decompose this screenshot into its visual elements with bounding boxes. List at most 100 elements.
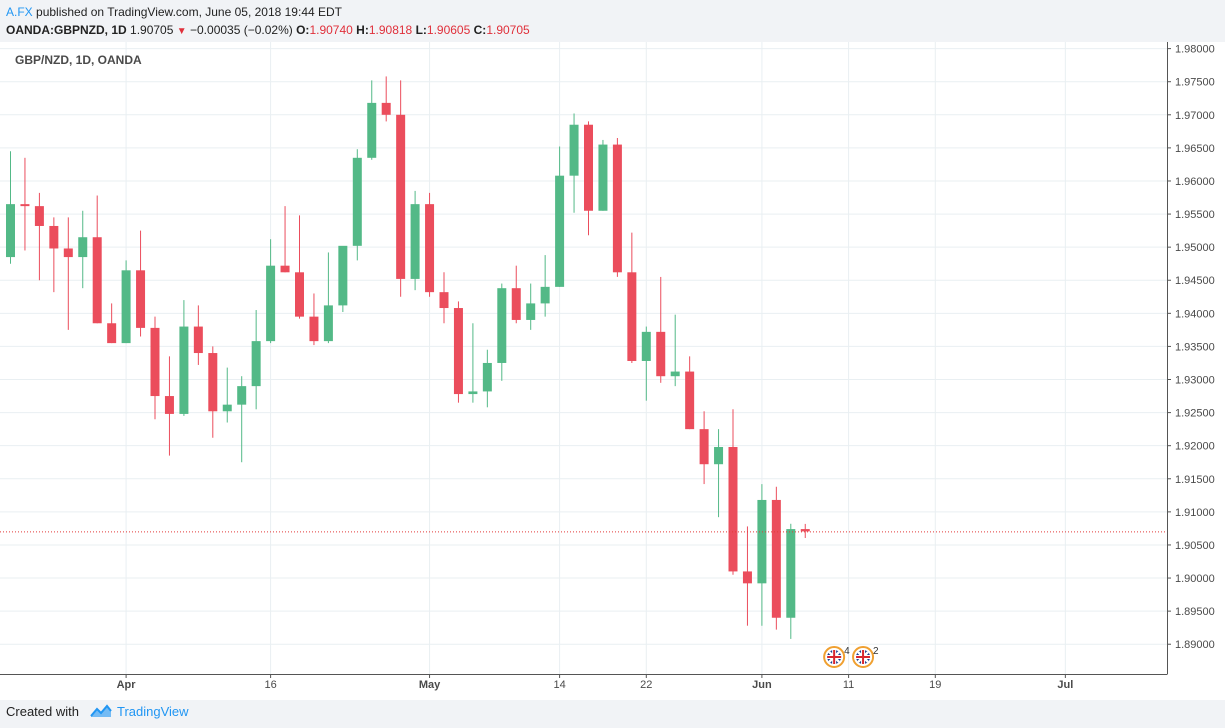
candle-body [338, 246, 347, 306]
candle-body [309, 317, 318, 341]
published-text: published on TradingView.com, June 05, 2… [36, 5, 342, 19]
candle-body [772, 500, 781, 618]
candle [570, 113, 579, 212]
candle-body [223, 405, 232, 412]
candle [295, 215, 304, 318]
candle-body [613, 145, 622, 273]
candle [20, 158, 29, 251]
candle-body [512, 288, 521, 320]
candle-body [281, 266, 290, 273]
candle-body [49, 226, 58, 249]
candle-body [425, 204, 434, 292]
chart-title: GBP/NZD, 1D, OANDA [15, 53, 142, 67]
candle-body [497, 288, 506, 363]
candle [237, 376, 246, 462]
candle-body [136, 270, 145, 328]
author-link[interactable]: A.FX [6, 5, 33, 19]
candle-body [757, 500, 766, 583]
x-tick-label: 22 [640, 679, 652, 691]
candle [208, 346, 217, 437]
candle [483, 350, 492, 408]
candle [194, 305, 203, 365]
candle [281, 206, 290, 272]
last-price: 1.90705 [130, 23, 173, 37]
candle-body [266, 266, 275, 341]
candle [598, 140, 607, 211]
candle-body [353, 158, 362, 246]
candle-body [454, 308, 463, 394]
x-tick-label: Apr [117, 679, 137, 691]
candle [179, 300, 188, 416]
candle [338, 246, 347, 312]
uk-flag-icon [827, 650, 841, 664]
x-tick-label: Jul [1057, 679, 1073, 691]
grid-lines [0, 42, 1167, 674]
created-with-text: Created with [6, 704, 79, 719]
candle [151, 317, 160, 420]
candle-body [555, 176, 564, 287]
candle [252, 310, 261, 409]
candle-body [252, 341, 261, 386]
candle-body [598, 145, 607, 211]
x-tick-label: 14 [553, 679, 565, 691]
event-marker[interactable]: 2 [853, 646, 879, 667]
candle-body [584, 125, 593, 211]
candle [411, 191, 420, 290]
y-tick-label: 1.97500 [1175, 77, 1215, 89]
candle [584, 121, 593, 235]
candle-body [64, 248, 73, 257]
candle [555, 147, 564, 287]
candle-body [642, 332, 651, 361]
candle [700, 411, 709, 484]
candle [136, 231, 145, 337]
tradingview-link[interactable]: TradingView [117, 704, 189, 719]
candle-body [483, 363, 492, 391]
ohlc-legend: OANDA:GBPNZD, 1D 1.90705 ▼ −0.00035 (−0.… [6, 23, 530, 37]
y-tick-label: 1.98000 [1175, 44, 1215, 56]
event-marker[interactable]: 4 [824, 646, 850, 667]
candle-body [627, 272, 636, 361]
candle-body [526, 303, 535, 320]
y-tick-label: 1.96500 [1175, 143, 1215, 155]
candle [367, 80, 376, 159]
candle-body [541, 287, 550, 304]
event-count: 2 [873, 646, 879, 657]
close-value: 1.90705 [486, 23, 529, 37]
y-tick-label: 1.93500 [1175, 341, 1215, 353]
y-tick-label: 1.97000 [1175, 110, 1215, 122]
y-tick-label: 1.95500 [1175, 209, 1215, 221]
candle [757, 484, 766, 626]
candle-body [165, 396, 174, 414]
candle [324, 252, 333, 343]
candle [613, 138, 622, 277]
candle [714, 429, 723, 517]
y-tick-label: 1.94000 [1175, 308, 1215, 320]
candle-body [122, 270, 131, 343]
footer: Created with TradingView [0, 700, 1225, 728]
tradingview-logo-icon[interactable] [89, 703, 113, 721]
candle [454, 301, 463, 402]
chart-header: A.FX published on TradingView.com, June … [0, 0, 1225, 42]
candle-body [78, 237, 87, 257]
candle [78, 211, 87, 288]
candle [49, 217, 58, 292]
y-tick-label: 1.95000 [1175, 242, 1215, 254]
down-arrow-icon: ▼ [177, 26, 187, 37]
candle [223, 368, 232, 423]
x-tick-label: 16 [264, 679, 276, 691]
candle-body [801, 529, 810, 531]
candle-body [700, 429, 709, 464]
candle-body [324, 305, 333, 341]
candle [468, 323, 477, 402]
x-tick-label: Jun [752, 679, 772, 691]
low-label: L: [416, 23, 427, 37]
y-tick-label: 1.91000 [1175, 507, 1215, 519]
candle-body [194, 327, 203, 353]
candle-body [570, 125, 579, 176]
uk-flag-icon [856, 650, 870, 664]
candle [512, 266, 521, 324]
candle [526, 284, 535, 330]
candle [497, 284, 506, 381]
